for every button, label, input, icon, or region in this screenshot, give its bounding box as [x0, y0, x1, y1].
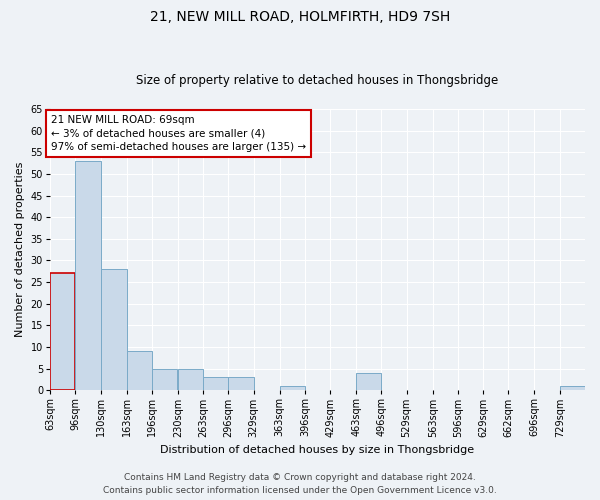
Bar — [203, 378, 229, 390]
Bar — [178, 368, 203, 390]
Title: Size of property relative to detached houses in Thongsbridge: Size of property relative to detached ho… — [136, 74, 499, 87]
Bar — [280, 386, 305, 390]
Y-axis label: Number of detached properties: Number of detached properties — [15, 162, 25, 338]
Text: 21, NEW MILL ROAD, HOLMFIRTH, HD9 7SH: 21, NEW MILL ROAD, HOLMFIRTH, HD9 7SH — [150, 10, 450, 24]
Bar — [75, 161, 101, 390]
Bar — [50, 274, 75, 390]
Bar — [127, 352, 152, 391]
Bar — [560, 386, 585, 390]
Bar — [229, 378, 254, 390]
Bar — [152, 368, 177, 390]
Bar — [101, 269, 127, 390]
Text: 21 NEW MILL ROAD: 69sqm
← 3% of detached houses are smaller (4)
97% of semi-deta: 21 NEW MILL ROAD: 69sqm ← 3% of detached… — [51, 116, 306, 152]
Bar — [356, 373, 382, 390]
Text: Contains HM Land Registry data © Crown copyright and database right 2024.
Contai: Contains HM Land Registry data © Crown c… — [103, 474, 497, 495]
X-axis label: Distribution of detached houses by size in Thongsbridge: Distribution of detached houses by size … — [160, 445, 475, 455]
